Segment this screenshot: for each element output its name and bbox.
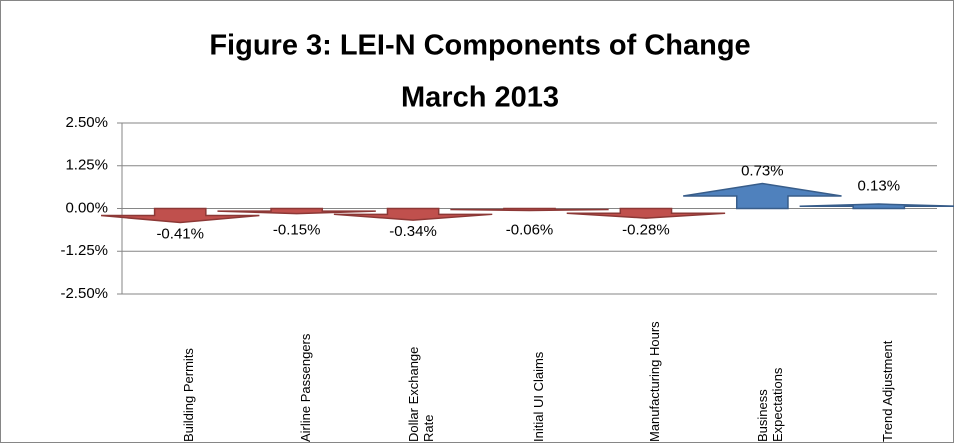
data-label: -0.28% <box>622 221 670 238</box>
arrow-bar <box>683 182 842 210</box>
data-label: -0.41% <box>156 225 204 242</box>
arrow-bar <box>333 207 493 221</box>
y-tick-label: 1.25% <box>65 157 108 174</box>
chart-title: Figure 3: LEI-N Components of Change <box>209 30 750 62</box>
data-label: -0.15% <box>273 221 321 238</box>
x-tick-label: Trend Adjustment <box>879 340 895 442</box>
y-tick-label: 0.00% <box>65 199 108 216</box>
x-tick-label-box: Trend Adjustment <box>879 340 895 442</box>
y-tick-label: -2.50% <box>60 285 108 302</box>
data-label: -0.34% <box>389 223 437 240</box>
data-label: -0.06% <box>506 221 554 238</box>
arrow-bar <box>799 203 954 210</box>
arrow-bar <box>450 207 609 212</box>
data-label: 0.73% <box>741 163 784 180</box>
arrow-bar <box>217 207 376 215</box>
data-label: 0.13% <box>858 177 901 194</box>
y-tick-label: 2.50% <box>65 114 108 131</box>
arrow-bar <box>566 207 726 219</box>
arrow-bar <box>100 207 260 224</box>
y-tick-label: -1.25% <box>60 242 108 259</box>
chart-subtitle: March 2013 <box>401 82 559 114</box>
